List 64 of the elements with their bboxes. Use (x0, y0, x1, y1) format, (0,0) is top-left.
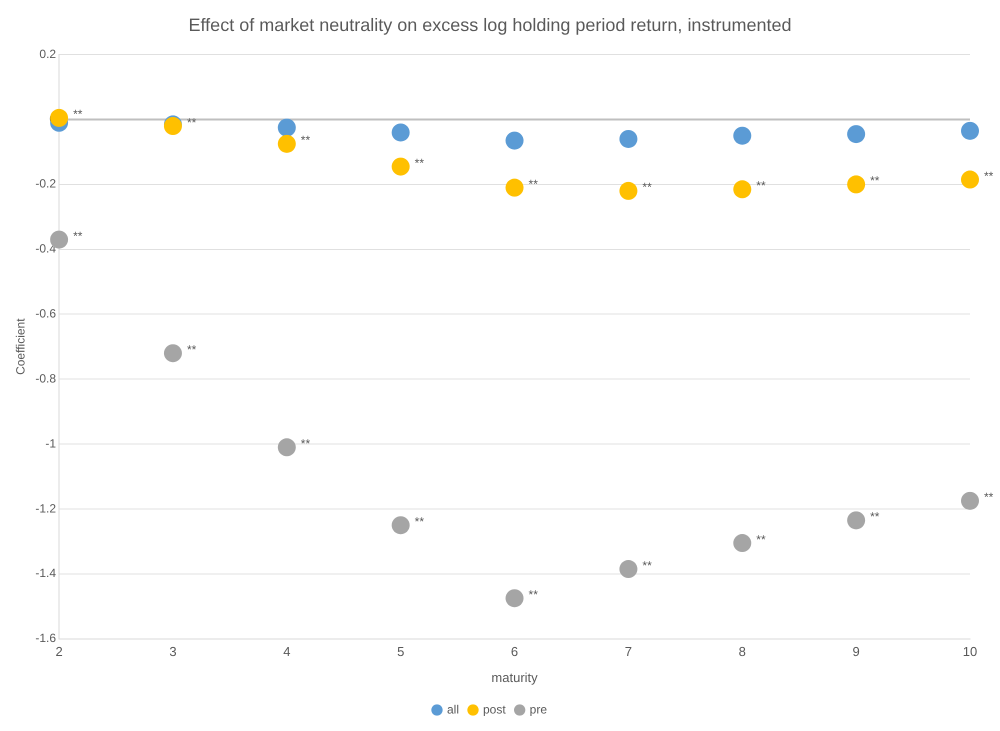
point (392, 158, 410, 176)
point (278, 118, 296, 137)
annotation: ** (414, 514, 424, 529)
point (961, 170, 979, 189)
annotation: ** (300, 133, 310, 148)
annotation: ** (984, 168, 994, 183)
x-tick-label: 9 (852, 644, 860, 660)
y-tick-label: -1 (45, 436, 56, 450)
y-tick-label: -0.6 (35, 306, 56, 321)
y-tick-label: -0.2 (35, 176, 56, 191)
x-tick-label: 7 (624, 644, 632, 660)
annotation: ** (528, 176, 538, 191)
point (506, 132, 524, 150)
point (392, 123, 410, 142)
chart-title: Effect of market neutrality on excess log holding period return, instrumented (188, 14, 792, 35)
annotation: ** (300, 436, 310, 451)
y-tick-label: 0.2 (39, 46, 56, 61)
point (961, 122, 979, 140)
point (50, 108, 68, 127)
annotation: ** (756, 532, 766, 546)
x-axis-title: maturity (491, 670, 538, 685)
x-tick-label: 10 (962, 644, 978, 660)
legend-label: post (482, 702, 506, 716)
point (847, 125, 866, 144)
point (733, 534, 752, 552)
annotation: ** (642, 180, 652, 194)
y-tick-label: -1.2 (35, 501, 56, 516)
annotation: ** (73, 228, 83, 243)
annotation: ** (186, 342, 197, 357)
annotation: ** (528, 588, 538, 602)
point (847, 511, 866, 530)
point (733, 126, 752, 145)
x-tick-label: 6 (510, 644, 518, 660)
x-tick-label: 3 (169, 644, 177, 660)
point (961, 492, 979, 510)
x-tick-label: 4 (283, 644, 290, 660)
annotation: ** (870, 174, 880, 188)
y-axis-title: Coefficient (14, 318, 28, 375)
x-tick-label: 2 (55, 644, 63, 660)
x-tick-label: 5 (397, 644, 404, 660)
y-tick-label: -1.4 (35, 566, 56, 580)
annotation: ** (984, 490, 994, 504)
annotation: ** (186, 115, 197, 130)
point (392, 516, 410, 534)
x-tick-label: 8 (738, 644, 746, 660)
legend-label: pre (530, 702, 548, 716)
point (733, 180, 752, 198)
legend-label: all (446, 702, 459, 716)
y-tick-label: -0.8 (35, 371, 56, 386)
point (619, 130, 638, 148)
point (278, 134, 296, 153)
annotation: ** (870, 510, 880, 524)
point (164, 344, 182, 362)
point (619, 182, 638, 200)
point (506, 178, 524, 197)
annotation: ** (73, 107, 83, 122)
annotation: ** (642, 558, 652, 572)
annotation: ** (756, 178, 766, 193)
y-tick-label: -1.6 (35, 631, 56, 646)
annotation: ** (414, 156, 424, 170)
point (278, 438, 296, 456)
point (847, 175, 866, 194)
point (506, 589, 524, 608)
point (619, 560, 638, 578)
